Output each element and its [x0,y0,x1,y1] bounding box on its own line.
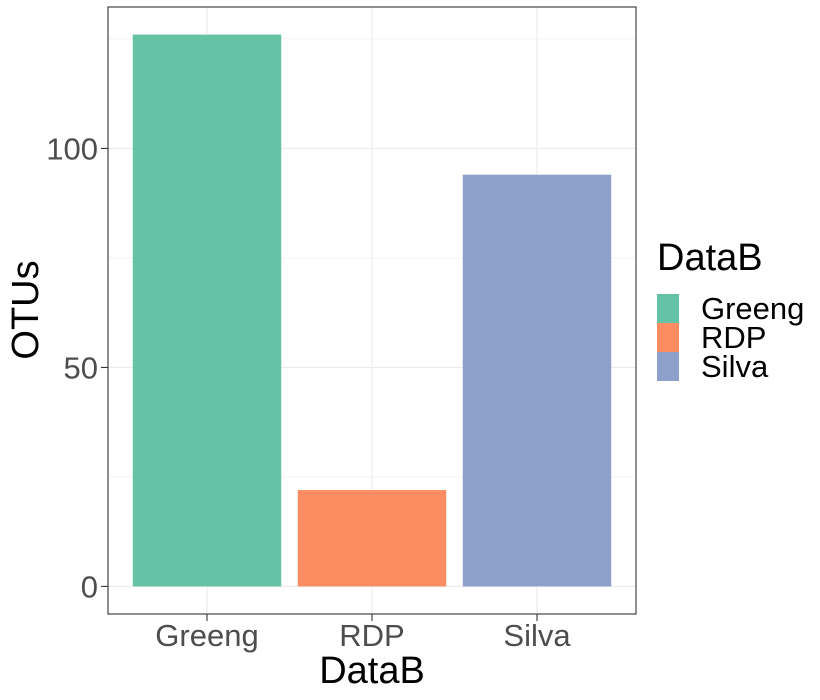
legend-label-rdp: RDP [701,320,766,355]
x-tick-label: Silva [503,618,571,653]
legend-label-silva: Silva [701,349,769,384]
legend-title: DataB [657,237,763,279]
x-tick-label: Greeng [155,618,258,653]
y-tick-label: 50 [64,350,98,385]
bar-rdp [297,490,447,587]
bars [132,34,612,587]
x-tick-label: RDP [339,618,404,653]
legend-label-greeng: Greeng [701,291,804,326]
bar-greeng [132,34,282,587]
x-axis: Greeng RDP Silva [155,614,571,653]
y-tick-label: 0 [81,569,98,604]
y-axis: 0 50 100 [46,131,108,604]
legend-key-greeng [657,294,679,323]
y-axis-title: OTUs [5,260,47,359]
y-tick-label: 100 [46,131,98,166]
legend-key-silva [657,352,679,381]
bar-silva [462,174,612,587]
legend-key-rdp [657,323,679,352]
x-axis-title: DataB [319,650,425,692]
